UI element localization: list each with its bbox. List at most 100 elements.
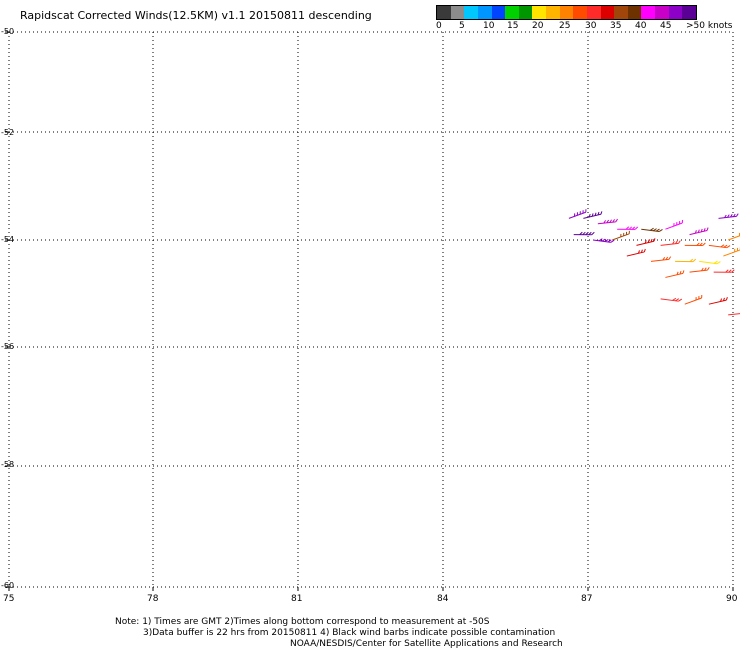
barb-feather: [727, 214, 730, 218]
wind-barb: [583, 211, 603, 219]
colorbar-ticks: 0 5 10 15 20 25 30 35 40 45 >50 knots: [0, 21, 740, 35]
colorbar-segment: [450, 6, 465, 19]
barb-feather: [724, 214, 727, 219]
barb-feather: [696, 242, 700, 246]
cb-tick: 35: [610, 21, 622, 31]
barb-feather: [594, 212, 597, 216]
barb-feather: [697, 229, 700, 233]
barb-feather: [725, 269, 729, 273]
barb-feather: [640, 249, 643, 253]
cb-tick: 15: [507, 21, 519, 31]
barb-feather: [707, 267, 710, 271]
barb-feather: [702, 242, 706, 246]
barb-shaft: [728, 235, 740, 241]
barb-feather: [643, 248, 646, 253]
colorbar-segment: [600, 6, 615, 19]
wind-barb: [626, 248, 646, 257]
wind-barb: [665, 270, 685, 278]
barb-feather: [606, 219, 610, 224]
barb-feather: [678, 298, 683, 302]
barb-feather: [655, 228, 660, 232]
barb-feather: [730, 214, 733, 218]
barb-feather: [625, 226, 630, 230]
wind-barb: [660, 240, 681, 246]
colorbar-segment: [532, 6, 546, 19]
barb-feather: [634, 226, 639, 230]
barb-feather: [628, 226, 633, 230]
barb-feather: [672, 297, 677, 301]
colorbar-segment: [586, 6, 601, 19]
wind-barb: [728, 312, 740, 316]
barb-feather: [582, 231, 586, 236]
barb-feather: [665, 256, 669, 261]
cb-tick: 40: [635, 21, 647, 31]
barb-feather: [588, 213, 591, 218]
cb-tick: 30: [585, 21, 597, 31]
barb-feather: [675, 298, 680, 302]
barb-feather: [720, 298, 723, 302]
wind-barb: [612, 230, 630, 241]
barb-feather: [735, 213, 739, 217]
wind-barb: [641, 227, 663, 233]
wind-barb: [728, 232, 740, 241]
barb-feather: [701, 267, 704, 272]
wind-barb: [708, 297, 728, 305]
barb-feather: [675, 240, 678, 244]
wind-barb: [660, 297, 683, 302]
wind-barb: [718, 213, 739, 219]
colorbar-segment: [464, 6, 478, 19]
colorbar-segment: [627, 6, 642, 19]
wind-barb: [708, 244, 731, 249]
wind-barb: [573, 231, 595, 236]
y-tick-label: -58: [1, 460, 15, 469]
wind-barb: [665, 220, 683, 230]
cb-tick: 5: [459, 21, 465, 31]
barb-feather: [644, 240, 647, 244]
barb-feather: [658, 228, 663, 232]
footnote-line-3: NOAA/NESDIS/Center for Satellite Applica…: [290, 639, 563, 649]
barb-feather: [726, 245, 731, 249]
barb-shaft: [665, 272, 684, 278]
wind-barb: [675, 258, 697, 263]
colorbar-segment: [505, 6, 519, 19]
colorbar-segment: [559, 6, 574, 19]
colorbar-segment: [682, 6, 696, 19]
y-tick-label: -60: [1, 581, 15, 590]
y-tick-label: -50: [1, 27, 15, 36]
x-tick-label: 81: [291, 594, 303, 604]
barb-feather: [591, 231, 595, 236]
barb-feather: [588, 231, 592, 236]
barb-feather: [692, 258, 697, 262]
wind-barbs: [568, 209, 740, 316]
barb-feather: [706, 227, 709, 231]
colorbar-segment: [477, 6, 492, 19]
barb-feather: [615, 218, 618, 223]
barb-feather: [704, 267, 707, 271]
colorbar-segment: [546, 6, 560, 19]
barb-feather: [597, 211, 600, 216]
wind-barb: [689, 267, 710, 273]
wind-barb: [568, 209, 587, 219]
y-tick-label: -52: [1, 128, 15, 137]
barb-feather: [725, 297, 728, 301]
colorbar-segment: [668, 6, 683, 19]
wind-speed-colorbar: [436, 5, 697, 20]
cb-tick: 10: [483, 21, 495, 31]
barb-feather: [689, 258, 694, 262]
wind-barb: [699, 260, 721, 265]
footnote-line-1: Note: 1) Times are GMT 2)Times along bot…: [115, 617, 490, 627]
barb-feather: [703, 228, 706, 232]
barb-feather: [585, 231, 589, 236]
barb-feather: [652, 228, 657, 232]
wind-barb: [636, 238, 656, 246]
x-tick-label: 78: [147, 594, 159, 604]
barb-feather: [650, 238, 653, 243]
map-grid: [5, 31, 734, 591]
cb-tick: >50 knots: [686, 21, 733, 31]
barb-feather: [728, 269, 732, 273]
barb-feather: [653, 238, 656, 242]
barb-feather: [612, 219, 615, 223]
wind-barb: [723, 246, 740, 257]
barb-feather: [678, 240, 681, 244]
